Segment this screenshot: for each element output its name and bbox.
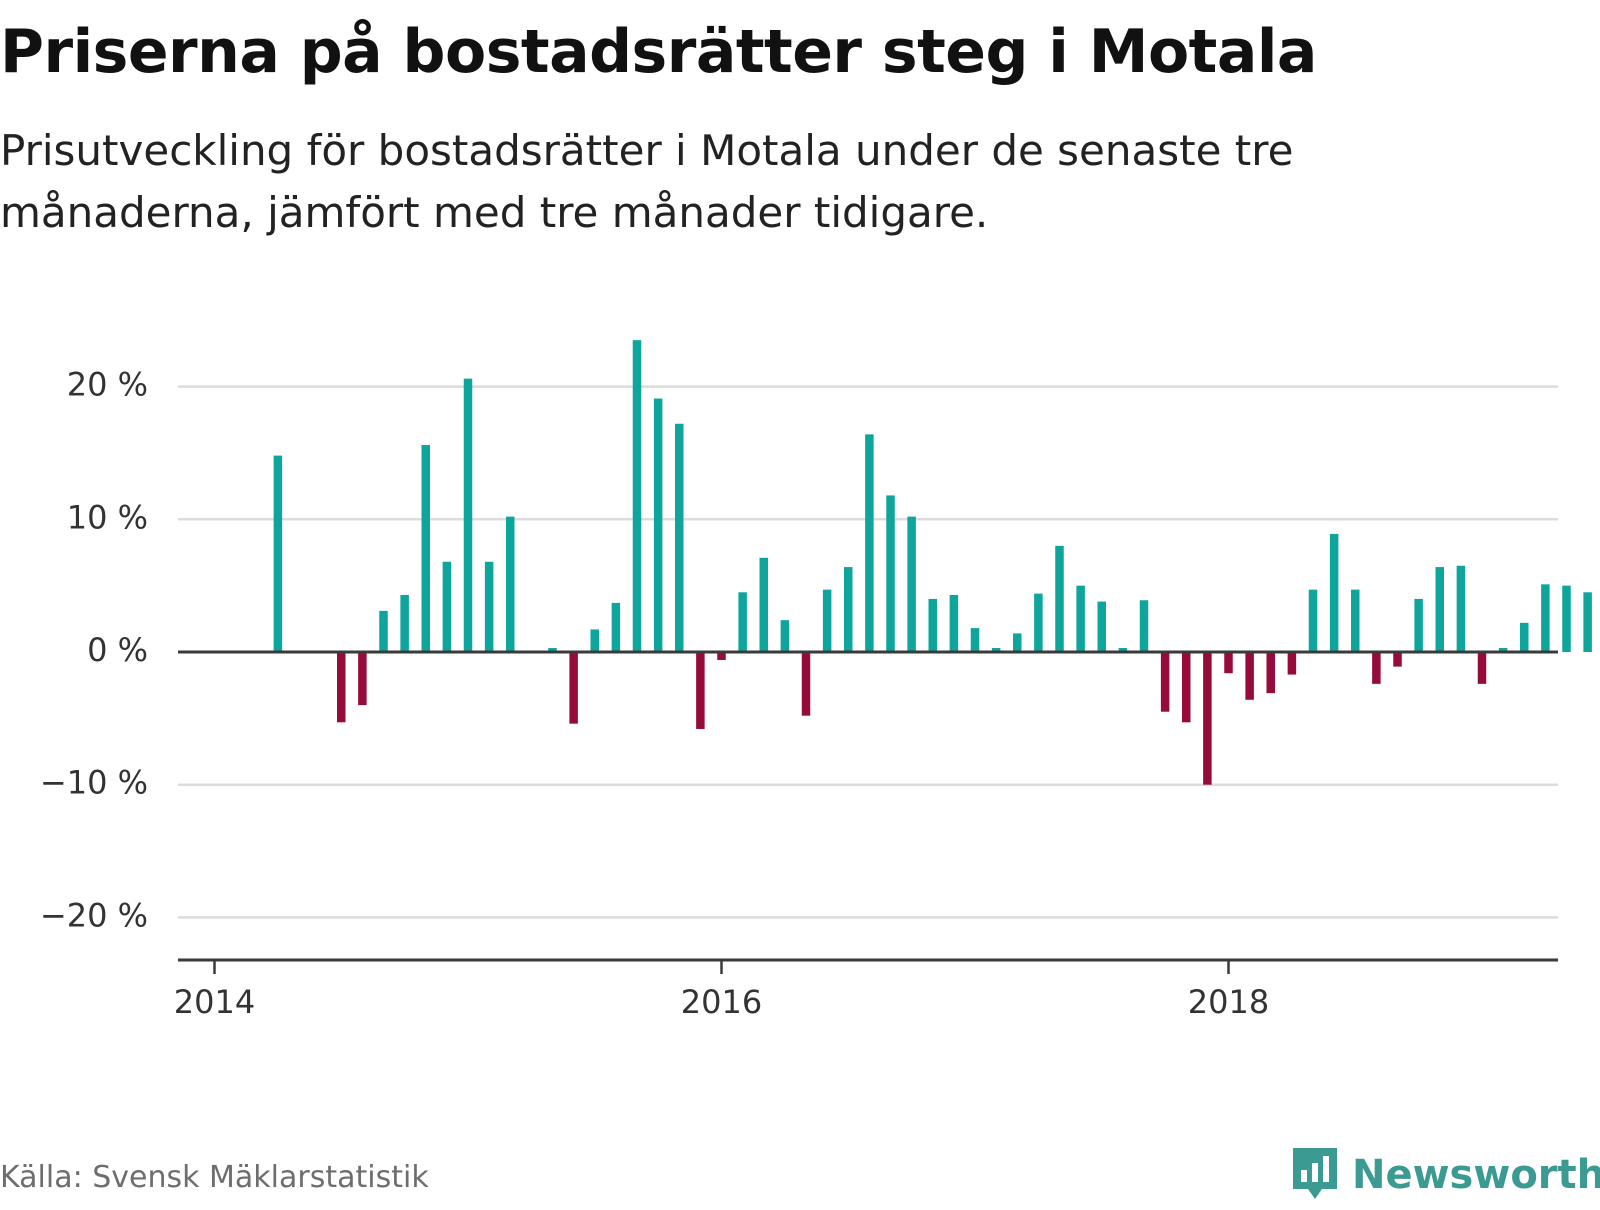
bars bbox=[273, 340, 1592, 785]
bar-positive bbox=[379, 610, 388, 652]
bar-positive bbox=[675, 423, 684, 652]
y-tick-label: −20 % bbox=[40, 896, 148, 934]
bar-positive bbox=[1034, 593, 1043, 652]
bar-negative bbox=[1224, 652, 1233, 674]
bar-negative bbox=[1203, 652, 1212, 785]
bar-positive bbox=[1097, 601, 1106, 652]
bar-negative bbox=[1372, 652, 1381, 684]
bar-negative bbox=[1245, 652, 1254, 700]
bar-chart-speech-bubble-icon bbox=[1293, 1148, 1337, 1199]
bar-positive bbox=[1139, 600, 1149, 652]
bar-positive bbox=[611, 602, 621, 652]
chart-subtitle: Prisutveckling för bostadsrätter i Motal… bbox=[0, 126, 1294, 237]
bar-positive bbox=[928, 598, 937, 652]
bar-positive bbox=[907, 516, 916, 652]
bar-positive bbox=[1076, 585, 1085, 652]
bar-negative bbox=[337, 652, 346, 723]
x-tick-label: 2014 bbox=[174, 983, 255, 1021]
bar-positive bbox=[1329, 533, 1339, 652]
bar-positive bbox=[1013, 633, 1022, 652]
bar-positive bbox=[1456, 565, 1466, 652]
bar-positive bbox=[1308, 589, 1318, 652]
bar-positive bbox=[865, 434, 874, 652]
bar-positive bbox=[1520, 622, 1529, 652]
bar-negative bbox=[569, 652, 578, 724]
source-credit: Källa: Svensk Mäklarstatistik bbox=[0, 1160, 429, 1195]
brand-logo: Newsworthy bbox=[1290, 1140, 1600, 1210]
bar-positive bbox=[632, 340, 642, 652]
bar-positive bbox=[1118, 648, 1128, 652]
x-tick-label: 2016 bbox=[681, 983, 762, 1021]
x-tick-label: 2018 bbox=[1188, 983, 1269, 1021]
bar-positive bbox=[1351, 589, 1360, 652]
bar-positive bbox=[1498, 648, 1508, 652]
bar-positive bbox=[421, 444, 430, 652]
axes bbox=[178, 650, 1558, 974]
bar-positive bbox=[822, 589, 832, 652]
bar-positive bbox=[1583, 592, 1592, 652]
brand-name: Newsworthy bbox=[1352, 1152, 1600, 1198]
bar-positive bbox=[442, 561, 452, 652]
bar-positive bbox=[1435, 567, 1444, 652]
bar-negative bbox=[1287, 652, 1297, 675]
bar-positive bbox=[844, 567, 853, 652]
bar-positive bbox=[273, 455, 283, 652]
bar-positive bbox=[400, 594, 409, 652]
chart-title: Priserna på bostadsrätter steg i Motala bbox=[0, 17, 1317, 87]
y-axis-labels: 20 % 10 % 0 % −10 % −20 % bbox=[40, 366, 148, 935]
bar-positive bbox=[759, 557, 768, 652]
bar-positive bbox=[548, 648, 557, 652]
bar-positive bbox=[1414, 598, 1423, 652]
bar-negative bbox=[1182, 652, 1191, 723]
bar-positive bbox=[1055, 545, 1064, 652]
bar-positive bbox=[780, 620, 790, 652]
bar-negative bbox=[1477, 652, 1487, 684]
y-tick-label: 0 % bbox=[87, 631, 148, 669]
bar-positive bbox=[991, 648, 1001, 652]
bar-negative bbox=[717, 652, 726, 660]
bar-negative bbox=[1266, 652, 1275, 694]
bar-positive bbox=[463, 378, 473, 652]
bar-positive bbox=[506, 516, 515, 652]
bar-positive bbox=[590, 629, 599, 652]
bar-negative bbox=[801, 652, 811, 716]
gridlines bbox=[178, 385, 1558, 919]
y-tick-label: 20 % bbox=[67, 366, 148, 404]
y-tick-label: −10 % bbox=[40, 764, 148, 802]
x-axis-labels: 201420162018202020222024 bbox=[174, 983, 1269, 1021]
y-tick-label: 10 % bbox=[67, 498, 148, 536]
bar-negative bbox=[696, 652, 705, 729]
bar-negative bbox=[358, 652, 367, 706]
bar-positive bbox=[970, 628, 980, 652]
bar-negative bbox=[1160, 652, 1170, 712]
bar-positive bbox=[886, 495, 895, 652]
bar-positive bbox=[1562, 585, 1571, 652]
bar-positive bbox=[653, 398, 663, 652]
bar-positive bbox=[484, 561, 494, 652]
bar-negative bbox=[1393, 652, 1402, 667]
bar-positive bbox=[1541, 584, 1550, 652]
bar-positive bbox=[738, 592, 747, 652]
bar-positive bbox=[949, 594, 959, 652]
